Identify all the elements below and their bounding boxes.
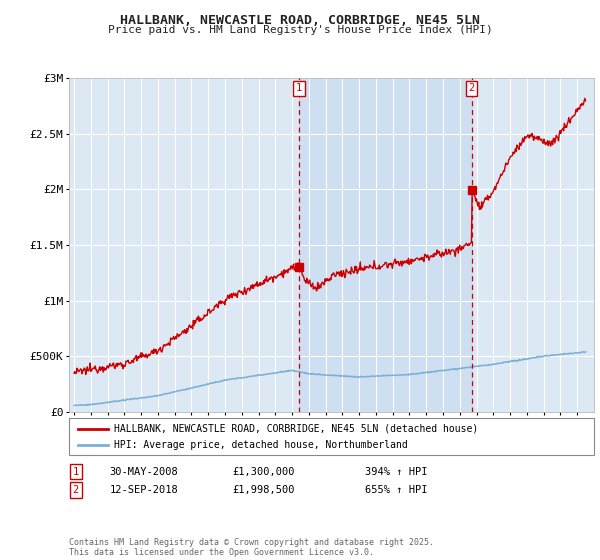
Text: £1,300,000: £1,300,000 <box>233 466 295 477</box>
Text: 394% ↑ HPI: 394% ↑ HPI <box>365 466 427 477</box>
Text: 12-SEP-2018: 12-SEP-2018 <box>110 485 179 495</box>
Text: 1: 1 <box>73 466 79 477</box>
Text: Contains HM Land Registry data © Crown copyright and database right 2025.
This d: Contains HM Land Registry data © Crown c… <box>69 538 434 557</box>
Text: 655% ↑ HPI: 655% ↑ HPI <box>365 485 427 495</box>
Text: HALLBANK, NEWCASTLE ROAD, CORBRIDGE, NE45 5LN: HALLBANK, NEWCASTLE ROAD, CORBRIDGE, NE4… <box>120 14 480 27</box>
Text: HALLBANK, NEWCASTLE ROAD, CORBRIDGE, NE45 5LN (detached house): HALLBANK, NEWCASTLE ROAD, CORBRIDGE, NE4… <box>114 423 478 433</box>
Text: 2: 2 <box>73 485 79 495</box>
Text: 30-MAY-2008: 30-MAY-2008 <box>110 466 179 477</box>
Text: Price paid vs. HM Land Registry's House Price Index (HPI): Price paid vs. HM Land Registry's House … <box>107 25 493 35</box>
Bar <box>299 78 472 412</box>
Text: £1,998,500: £1,998,500 <box>233 485 295 495</box>
Text: HPI: Average price, detached house, Northumberland: HPI: Average price, detached house, Nort… <box>114 440 408 450</box>
Text: 2: 2 <box>469 83 475 94</box>
Text: 1: 1 <box>296 83 302 94</box>
